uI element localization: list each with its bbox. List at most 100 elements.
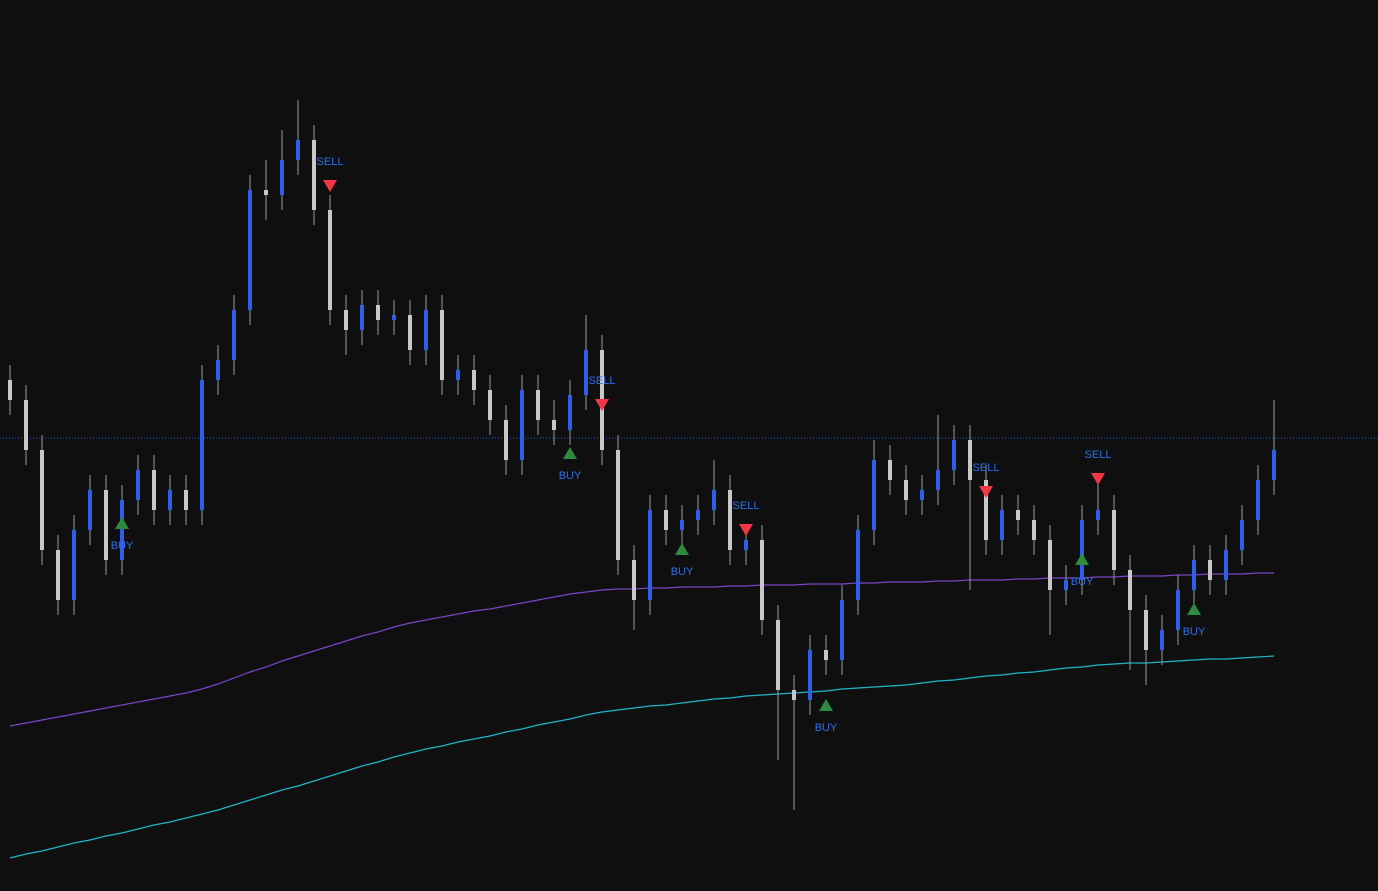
signal-label: SELL: [317, 156, 344, 168]
candle-body: [824, 650, 828, 660]
candle-body: [392, 315, 396, 320]
candle-body: [584, 350, 588, 395]
candle-body: [904, 480, 908, 500]
candle-body: [760, 540, 764, 620]
candle-body: [856, 530, 860, 600]
candle-body: [1192, 560, 1196, 590]
candle-body: [696, 510, 700, 520]
candle-body: [536, 390, 540, 420]
buy-arrow: [563, 447, 577, 459]
candle-body: [728, 490, 732, 550]
sell-arrow: [739, 524, 753, 536]
buy-arrow: [115, 517, 129, 529]
candle-body: [1176, 590, 1180, 630]
signal-label: SELL: [589, 375, 616, 387]
candle-body: [648, 510, 652, 600]
candle-body: [952, 440, 956, 470]
candle-body: [1128, 570, 1132, 610]
candle-body: [344, 310, 348, 330]
sell-arrow: [979, 486, 993, 498]
candle-body: [712, 490, 716, 510]
signal-label: BUY: [815, 722, 838, 734]
candle-body: [1256, 480, 1260, 520]
candle-body: [232, 310, 236, 360]
candle-body: [296, 140, 300, 160]
candle-body: [8, 380, 12, 400]
candle-body: [1144, 610, 1148, 650]
candle-body: [136, 470, 140, 500]
sell-arrow: [1091, 473, 1105, 485]
candle-body: [408, 315, 412, 350]
signal-label: SELL: [1085, 449, 1112, 461]
signal-label: BUY: [1183, 626, 1206, 638]
candle-body: [72, 530, 76, 600]
candle-body: [440, 310, 444, 380]
candle-body: [680, 520, 684, 530]
candle-body: [808, 650, 812, 700]
candle-body: [968, 440, 972, 480]
buy-arrow: [1187, 603, 1201, 615]
candle-body: [184, 490, 188, 510]
candle-body: [88, 490, 92, 530]
candle-body: [1208, 560, 1212, 580]
candle-body: [56, 550, 60, 600]
candle-body: [280, 160, 284, 195]
candle-body: [552, 420, 556, 430]
candle-body: [616, 450, 620, 560]
candle-body: [520, 390, 524, 460]
candle-body: [776, 620, 780, 690]
candle-body: [1032, 520, 1036, 540]
candle-body: [1272, 450, 1276, 480]
sell-arrow: [323, 180, 337, 192]
buy-arrow: [675, 543, 689, 555]
candle-body: [1224, 550, 1228, 580]
candle-body: [472, 370, 476, 390]
candle-body: [984, 480, 988, 540]
candle-body: [1048, 540, 1052, 590]
candle-body: [312, 140, 316, 210]
candle-body: [1240, 520, 1244, 550]
candle-body: [120, 500, 124, 560]
candle-body: [200, 380, 204, 510]
candle-body: [456, 370, 460, 380]
candle-body: [488, 390, 492, 420]
signal-label: BUY: [671, 566, 694, 578]
signal-label: BUY: [559, 470, 582, 482]
candle-body: [840, 600, 844, 660]
candle-body: [744, 540, 748, 550]
candle-body: [1064, 580, 1068, 590]
candle-body: [504, 420, 508, 460]
candle-body: [920, 490, 924, 500]
candle-body: [216, 360, 220, 380]
buy-arrow: [819, 699, 833, 711]
candle-body: [1000, 510, 1004, 540]
signal-label: BUY: [111, 540, 134, 552]
candle-body: [568, 395, 572, 430]
moving-average: [9, 655, 1275, 859]
candle-body: [664, 510, 668, 530]
candle-body: [248, 190, 252, 310]
candle-body: [24, 400, 28, 450]
candle-body: [1112, 510, 1116, 570]
candle-body: [168, 490, 172, 510]
signal-label: BUY: [1071, 576, 1094, 588]
candle-body: [360, 305, 364, 330]
candle-body: [1160, 630, 1164, 650]
candle-body: [872, 460, 876, 530]
buy-arrow: [1075, 553, 1089, 565]
sell-arrow: [595, 399, 609, 411]
candle-body: [424, 310, 428, 350]
candle-body: [264, 190, 268, 195]
signal-label: SELL: [733, 500, 760, 512]
candle-body: [104, 490, 108, 560]
candle-body: [1096, 510, 1100, 520]
candle-body: [152, 470, 156, 510]
candle-body: [792, 690, 796, 700]
candle-body: [632, 560, 636, 600]
candle-body: [936, 470, 940, 490]
moving-average: [9, 572, 1274, 727]
signal-label: SELL: [973, 462, 1000, 474]
candle-body: [1080, 520, 1084, 580]
